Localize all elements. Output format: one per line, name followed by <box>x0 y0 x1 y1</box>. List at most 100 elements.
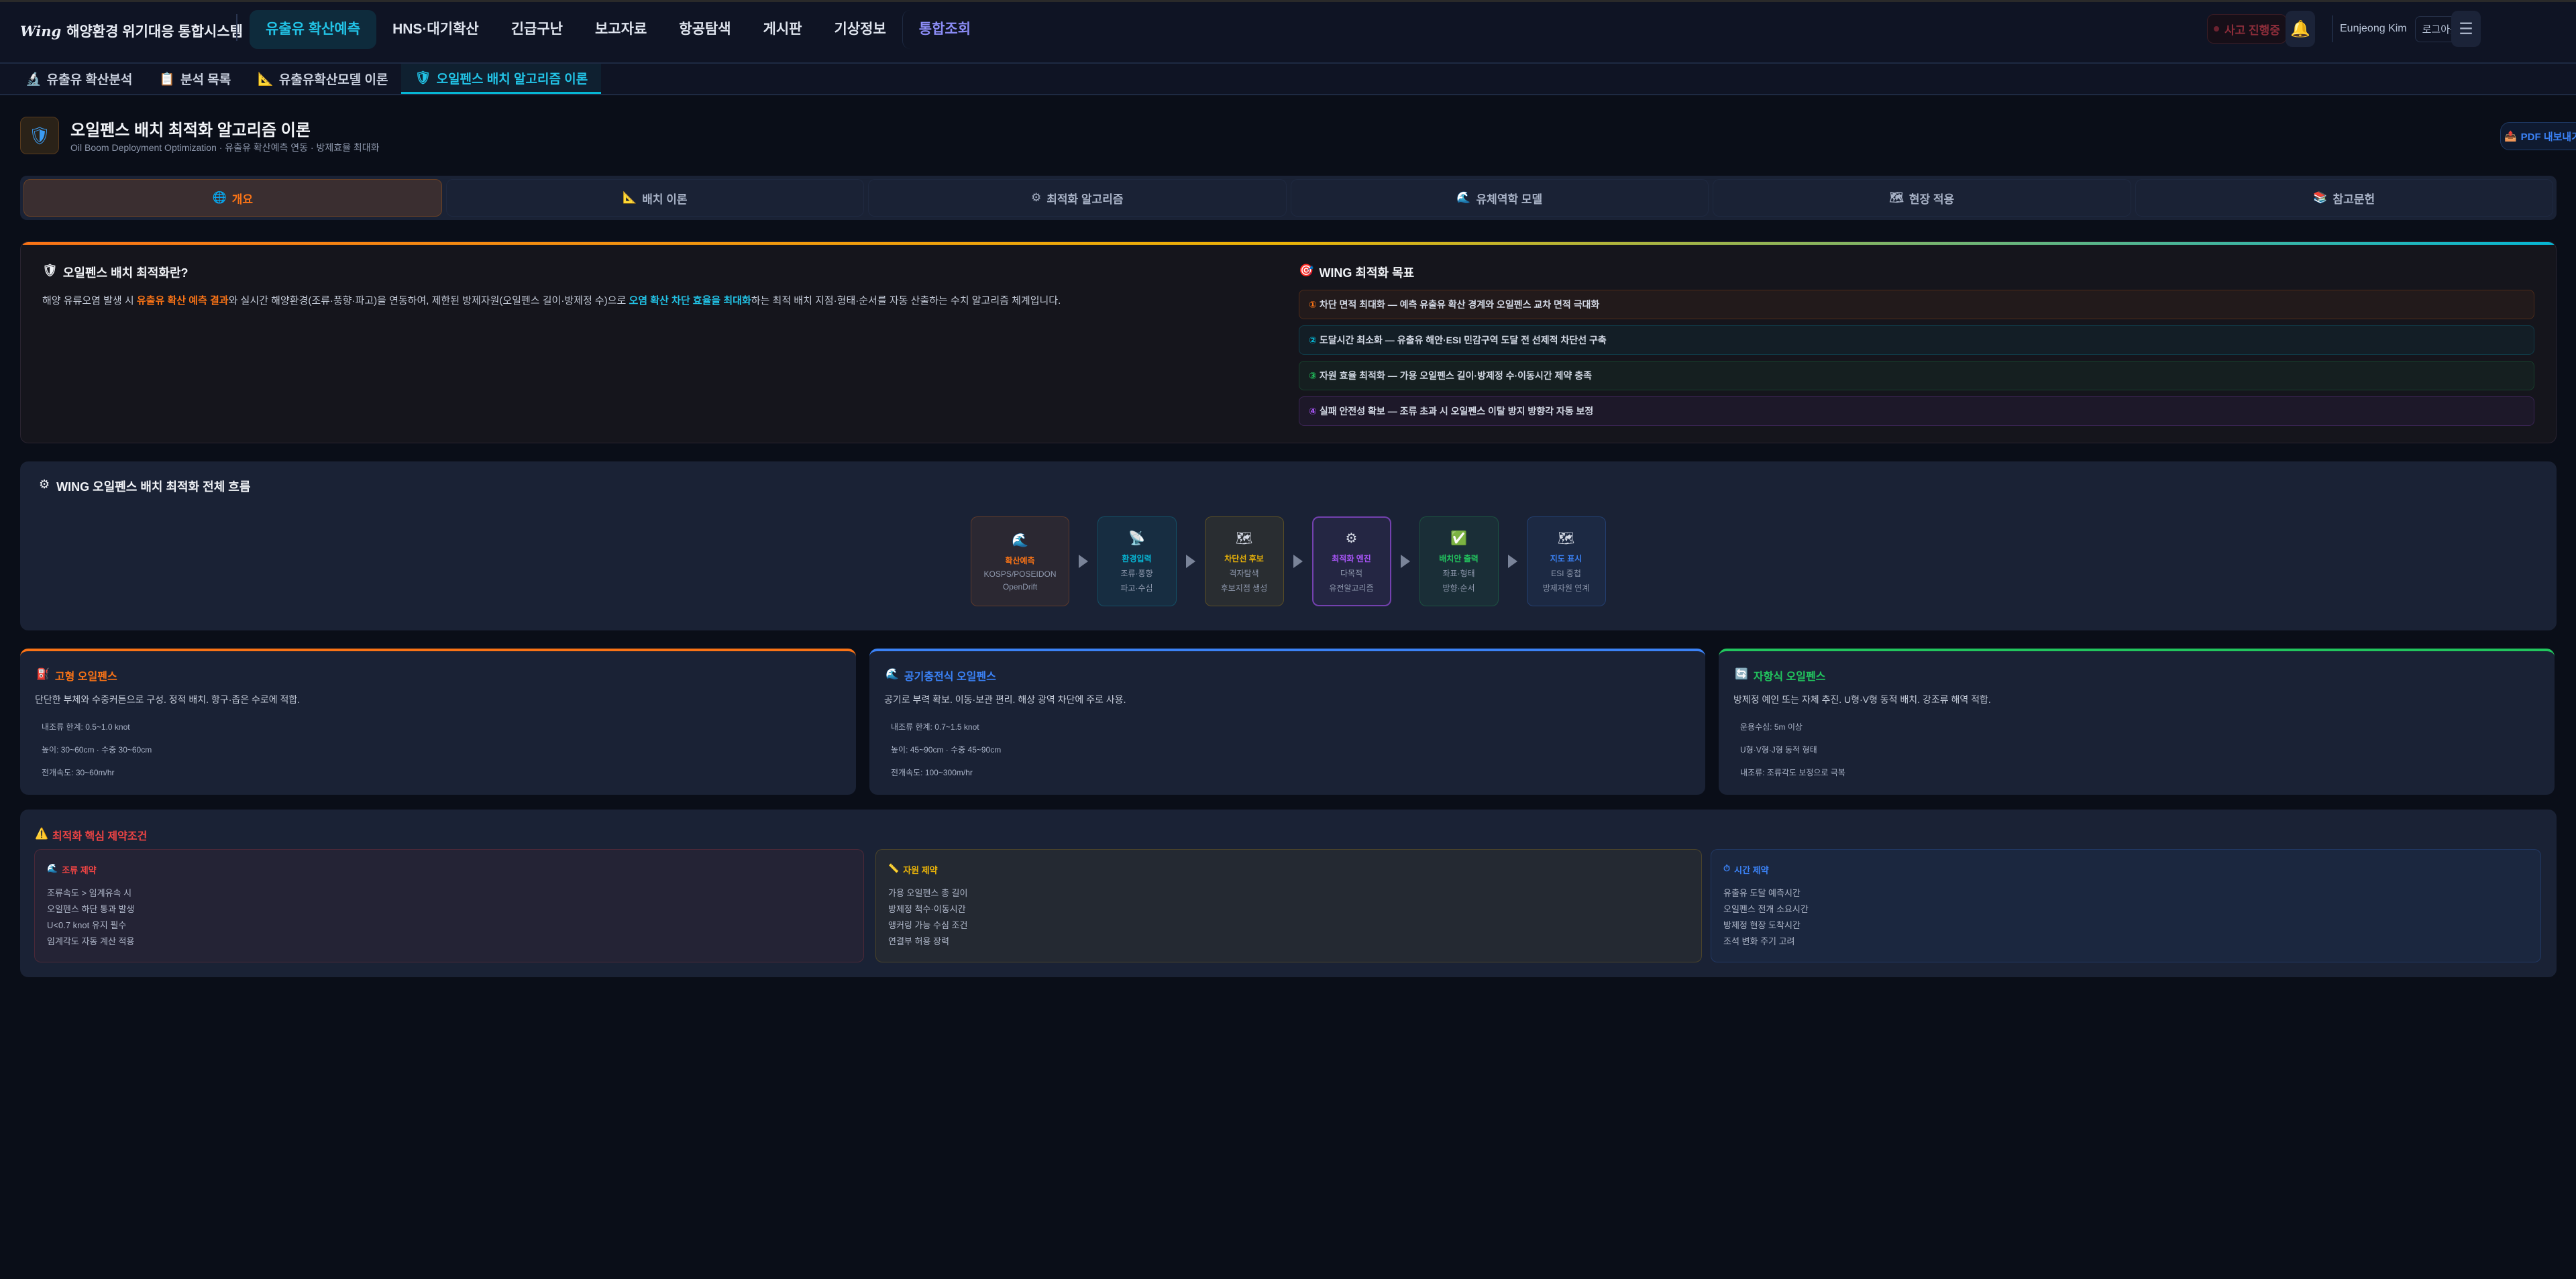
page-title: 오일펜스 배치 최적화 알고리즘 이론 <box>70 121 311 140</box>
incident-status-button[interactable]: 사고 진행중 <box>2207 14 2287 44</box>
nav-integrated[interactable]: 통합조회 <box>902 10 987 49</box>
wave-icon: 🌊 <box>1012 533 1028 548</box>
subnav-model-theory[interactable]: 📐 유출유확산모델 이론 <box>244 64 401 94</box>
nav-reports[interactable]: 보고자료 <box>594 21 647 37</box>
microscope-icon: 🔬 <box>25 72 42 87</box>
flow-title-text: WING 오일펜스 배치 최적화 전체 흐름 <box>56 480 251 494</box>
tab-optimization[interactable]: ⚙ 최적화 알고리즘 <box>868 179 1287 217</box>
flow-step: ⚙ 최적화 엔진 다목적 유전알고리즘 <box>1311 516 1391 606</box>
tab-overview[interactable]: 🌐 개요 <box>23 179 442 217</box>
wave-icon: 🌊 <box>47 863 58 873</box>
flow-step-line: 좌표·형태 <box>1442 568 1475 578</box>
boom-card: 🔄 자항식 오일펜스 방제정 예인 또는 자체 추진. U형·V형 동적 배치. 강… <box>1719 649 2555 795</box>
flow-step: 📡 환경입력 조류·풍향 파고·수심 <box>1097 516 1177 606</box>
map-icon: 🗺 <box>1557 531 1575 546</box>
wing-logo: Wing <box>20 22 62 40</box>
shield-icon: 🛡 <box>20 117 59 154</box>
flow-step-title: 최적화 엔진 <box>1332 553 1371 563</box>
app-logo[interactable]: Wing 해양환경 위기대응 통합시스템 <box>20 21 243 41</box>
constraint-item: 연결부 허용 장력 <box>888 936 949 946</box>
arrow-right-icon <box>1400 555 1410 568</box>
tab-deployment-theory[interactable]: 📐 배치 이론 <box>445 179 864 217</box>
flow-step-line: KOSPS/POSEIDON <box>983 569 1057 579</box>
goal-number: ① <box>1309 298 1317 310</box>
pdf-label: PDF 내보내기 <box>2520 131 2576 143</box>
flow-step-title: 확산예측 <box>1005 555 1035 565</box>
bell-icon[interactable]: 🔔 <box>2286 11 2315 47</box>
boom-title: 공기충전식 오일펜스 <box>904 671 996 683</box>
tab-label: 개요 <box>231 192 253 206</box>
goal-item: ① 차단 면적 최대화 — 예측 유출유 확산 경계와 오일펜스 교차 면적 극대… <box>1299 290 2534 319</box>
constraint-item: 오일펜스 하단 통과 발생 <box>47 904 135 914</box>
subnav-label: 오일펜스 배치 알고리즘 이론 <box>436 72 588 87</box>
boom-spec: 내조류 한계: 0.5~1.0 knot <box>42 722 130 732</box>
constraint-item: 임계각도 자동 계산 적용 <box>47 936 135 946</box>
gear-icon: ⚙ <box>1345 531 1358 546</box>
goal-number: ③ <box>1309 370 1317 381</box>
goal-text: 차단 면적 최대화 — 예측 유출유 확산 경계와 오일펜스 교차 면적 극대화 <box>1319 299 1600 310</box>
arrow-right-icon <box>1185 555 1195 568</box>
pdf-export-button[interactable]: 📤 PDF 내보내기 <box>2500 122 2576 150</box>
nav-rescue[interactable]: 긴급구난 <box>511 21 563 37</box>
goal-item: ④ 실패 안전성 확보 — 조류 초과 시 오일펜스 이탈 방지 방향각 자동 보… <box>1299 396 2534 426</box>
boom-desc: 공기로 부력 확보. 이동·보관 편리. 해상 광역 차단에 주로 사용. <box>884 694 1126 705</box>
boom-spec: 전개속도: 100~300m/hr <box>891 768 973 777</box>
goal-text: 도달시간 최소화 — 유출유 해안·ESI 민감구역 도달 전 선제적 차단선 … <box>1319 335 1607 345</box>
system-name: 해양환경 위기대응 통합시스템 <box>66 24 243 40</box>
map-icon: 🗺 <box>1889 191 1904 204</box>
boom-spec: 내조류 한계: 0.7~1.5 knot <box>891 722 979 732</box>
tab-hydrodynamics[interactable]: 🌊 유체역학 모델 <box>1290 179 1709 217</box>
triangle-ruler-icon: 📐 <box>623 191 637 204</box>
subnav-list[interactable]: 📋 분석 목록 <box>146 64 244 94</box>
flow-step-title: 환경입력 <box>1122 553 1152 563</box>
subnav-analysis[interactable]: 🔬 유출유 확산분석 <box>12 64 146 94</box>
content-tabs: 🌐 개요 📐 배치 이론 ⚙ 최적화 알고리즘 🌊 유체역학 모델 🗺 현장 적용 📚 참고… <box>20 176 2557 220</box>
overview-text: 해양 유류오염 발생 시 유출유 확산 예측 결과와 실시간 해양환경(조류·풍… <box>42 293 1277 307</box>
overview-panel: 🛡 오일펜스 배치 최적화란? 해양 유류오염 발생 시 유출유 확산 예측 결과… <box>20 241 2557 443</box>
constraint-item: 조류속도 > 임계유속 시 <box>47 888 132 898</box>
flow-step-title: 지도 표시 <box>1550 553 1582 563</box>
tab-field[interactable]: 🗺 현장 적용 <box>1713 179 2131 217</box>
tab-label: 최적화 알고리즘 <box>1046 192 1124 206</box>
warning-icon: ⚠️ <box>35 828 48 840</box>
main-nav: 유출유 확산예측 HNS·대기확산 긴급구난 보고자료 항공탐색 게시판 기상정… <box>250 10 987 49</box>
gear-icon: ⚙ <box>39 478 50 491</box>
arrow-right-icon <box>1293 555 1303 568</box>
subnav-label: 분석 목록 <box>180 73 231 87</box>
shield-icon: 🛡 <box>415 71 431 85</box>
tab-references[interactable]: 📚 참고문헌 <box>2135 179 2553 217</box>
wave-icon: 🌊 <box>885 669 899 680</box>
flow-step-title: 배치안 출력 <box>1439 553 1479 563</box>
overview-title-text: 오일펜스 배치 최적화란? <box>62 266 189 280</box>
overview-title: 🛡 오일펜스 배치 최적화란? <box>42 264 188 281</box>
page-subtitle: Oil Boom Deployment Optimization · 유출유 확… <box>70 142 380 153</box>
boom-spec: 전개속도: 30~60m/hr <box>42 768 115 777</box>
flow-step-line: ESI 중첩 <box>1551 568 1581 578</box>
map-icon: 🗺 <box>1235 531 1253 546</box>
constraint-item: 유출유 도달 예측시간 <box>1723 888 1801 898</box>
text: 와 실시간 해양환경(조류·풍향·파고)을 연동하여, 제한된 방제자원(오일펜… <box>228 295 629 307</box>
boom-spec: 운용수심: 5m 이상 <box>1740 722 1803 732</box>
hamburger-menu-icon[interactable]: ☰ <box>2451 11 2481 47</box>
goals-list: ① 차단 면적 최대화 — 예측 유출유 확산 경계와 오일펜스 교차 면적 극대… <box>1299 290 2534 426</box>
top-bar: Wing 해양환경 위기대응 통합시스템 유출유 확산예측 HNS·대기확산 긴급… <box>0 0 2576 64</box>
nav-aerial[interactable]: 항공탐색 <box>679 21 731 37</box>
flow-title: ⚙ WING 오일펜스 배치 최적화 전체 흐름 <box>39 478 250 495</box>
clipboard-icon: 📋 <box>159 72 175 87</box>
nav-weather[interactable]: 기상정보 <box>834 21 886 37</box>
boom-spec: U형·V형·J형 동적 형태 <box>1740 745 1817 755</box>
nav-hns[interactable]: HNS·대기확산 <box>392 21 479 37</box>
constraint-card: 🌊 조류 제약 조류속도 > 임계유속 시 오일펜스 하단 통과 발생 U<0.7 kn… <box>34 849 864 962</box>
gear-icon: ⚙ <box>1031 191 1042 204</box>
boom-spec: 높이: 45~90cm · 수중 45~90cm <box>891 745 1002 755</box>
nav-oil-spill[interactable]: 유출유 확산예측 <box>250 10 377 49</box>
goal-number: ④ <box>1309 405 1317 416</box>
goals-title: 🎯 WING 최적화 목표 <box>1299 264 1414 281</box>
goal-number: ② <box>1309 334 1317 345</box>
highlight: 유출유 확산 예측 결과 <box>136 295 229 307</box>
flow-step-line: OpenDrift <box>1002 581 1038 592</box>
nav-board[interactable]: 게시판 <box>763 21 802 37</box>
boom-card: ⛽ 고형 오일펜스 단단한 부체와 수중커튼으로 구성. 정적 배치. 항구·좁은 … <box>20 649 856 795</box>
subnav-boom-theory[interactable]: 🛡 오일펜스 배치 알고리즘 이론 <box>401 64 602 94</box>
